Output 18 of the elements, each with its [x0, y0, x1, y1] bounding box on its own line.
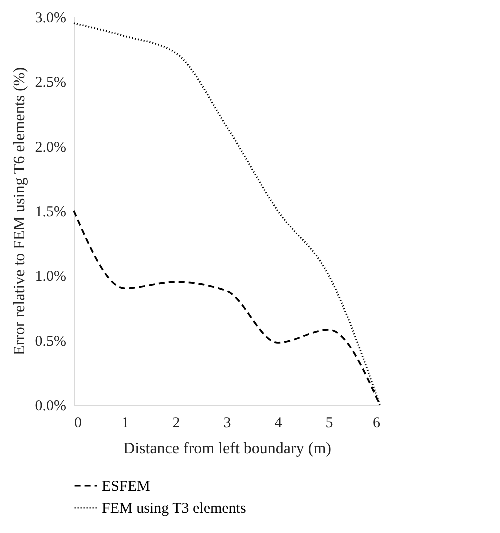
y-tick-label: 2.0% — [35, 140, 66, 156]
x-tick-label: 1 — [122, 416, 130, 432]
x-axis-title: Distance from left boundary (m) — [124, 440, 332, 458]
x-tick-label: 4 — [274, 416, 283, 432]
y-tick-label: 1.0% — [35, 269, 66, 286]
x-tick-label: 0 — [74, 416, 82, 432]
x-tick-label: 2 — [172, 416, 180, 432]
y-axis-title: Error relative to FEM using T6 elements (%) — [11, 67, 28, 356]
y-tick-label: 0.5% — [35, 334, 66, 350]
x-tick-label: 5 — [326, 416, 334, 432]
y-tick-label: 3.0% — [35, 10, 66, 26]
x-tick-label: 6 — [373, 416, 381, 432]
y-tick-label: 0.0% — [35, 398, 66, 414]
y-tick-label: 1.5% — [35, 204, 66, 220]
x-tick-label: 3 — [224, 416, 232, 432]
legend-label: FEM using T3 elements — [102, 501, 246, 517]
legend-label: ESFEM — [102, 479, 150, 495]
y-tick-label: 2.5% — [35, 75, 66, 92]
